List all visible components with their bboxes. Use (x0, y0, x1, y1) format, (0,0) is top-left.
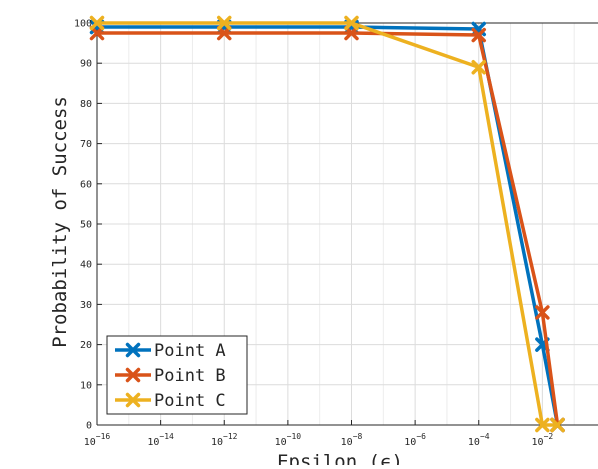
y-tick-label: 30 (80, 300, 92, 311)
y-tick-label: 50 (80, 220, 92, 231)
legend-marker (125, 367, 141, 383)
x-tick-label: 10−6 (404, 432, 426, 448)
y-tick-label: 90 (80, 59, 92, 70)
data-point (89, 25, 105, 41)
data-point (217, 25, 232, 41)
series-line (97, 21, 558, 427)
legend-marker (125, 392, 141, 408)
series-line (97, 31, 560, 426)
x-tick-label: 10−2 (532, 432, 554, 448)
y-tick-label: 60 (80, 179, 92, 190)
y-tick-label: 70 (80, 139, 92, 150)
y-tick-label: 40 (80, 260, 92, 271)
legend-label: Point C (154, 391, 226, 411)
y-tick-label: 100 (74, 19, 92, 30)
series-line (97, 25, 560, 426)
x-tick-label: 10−12 (211, 432, 238, 448)
legend-marker (125, 342, 141, 358)
data-point (471, 27, 486, 43)
data-point (344, 15, 359, 31)
legend-label: Point A (154, 341, 226, 361)
legend-item: Point A (115, 341, 226, 361)
x-axis-label: Epsilon (ϵ) (277, 451, 403, 465)
y-tick-label: 10 (80, 380, 92, 391)
legend-item: Point B (115, 366, 226, 386)
data-point (535, 417, 550, 433)
legend: Point A Point B Point C (106, 335, 248, 415)
legend-label: Point B (154, 366, 226, 386)
x-tick-label: 10−10 (275, 432, 302, 448)
data-point (89, 15, 105, 31)
data-point (535, 305, 550, 320)
data-point (217, 15, 232, 31)
data-point (471, 59, 486, 75)
tick-labels: 0 10 20 30 40 50 60 70 80 90 100 10−16 10−14 10−12 10−… (74, 19, 554, 449)
data-point (550, 417, 565, 433)
y-tick-label: 20 (80, 340, 92, 351)
series-point-c (89, 15, 565, 433)
legend-item: Point C (115, 391, 226, 411)
y-axis-label: Probability of Success (49, 96, 71, 348)
data-point (344, 25, 359, 41)
y-tick-label: 0 (86, 421, 92, 432)
x-tick-label: 10−16 (84, 432, 111, 448)
x-tick-label: 10−14 (147, 432, 174, 448)
x-tick-label: 10−8 (341, 432, 363, 448)
series-group (89, 15, 565, 433)
x-tick-label: 10−4 (468, 432, 490, 448)
y-tick-label: 80 (80, 99, 92, 110)
